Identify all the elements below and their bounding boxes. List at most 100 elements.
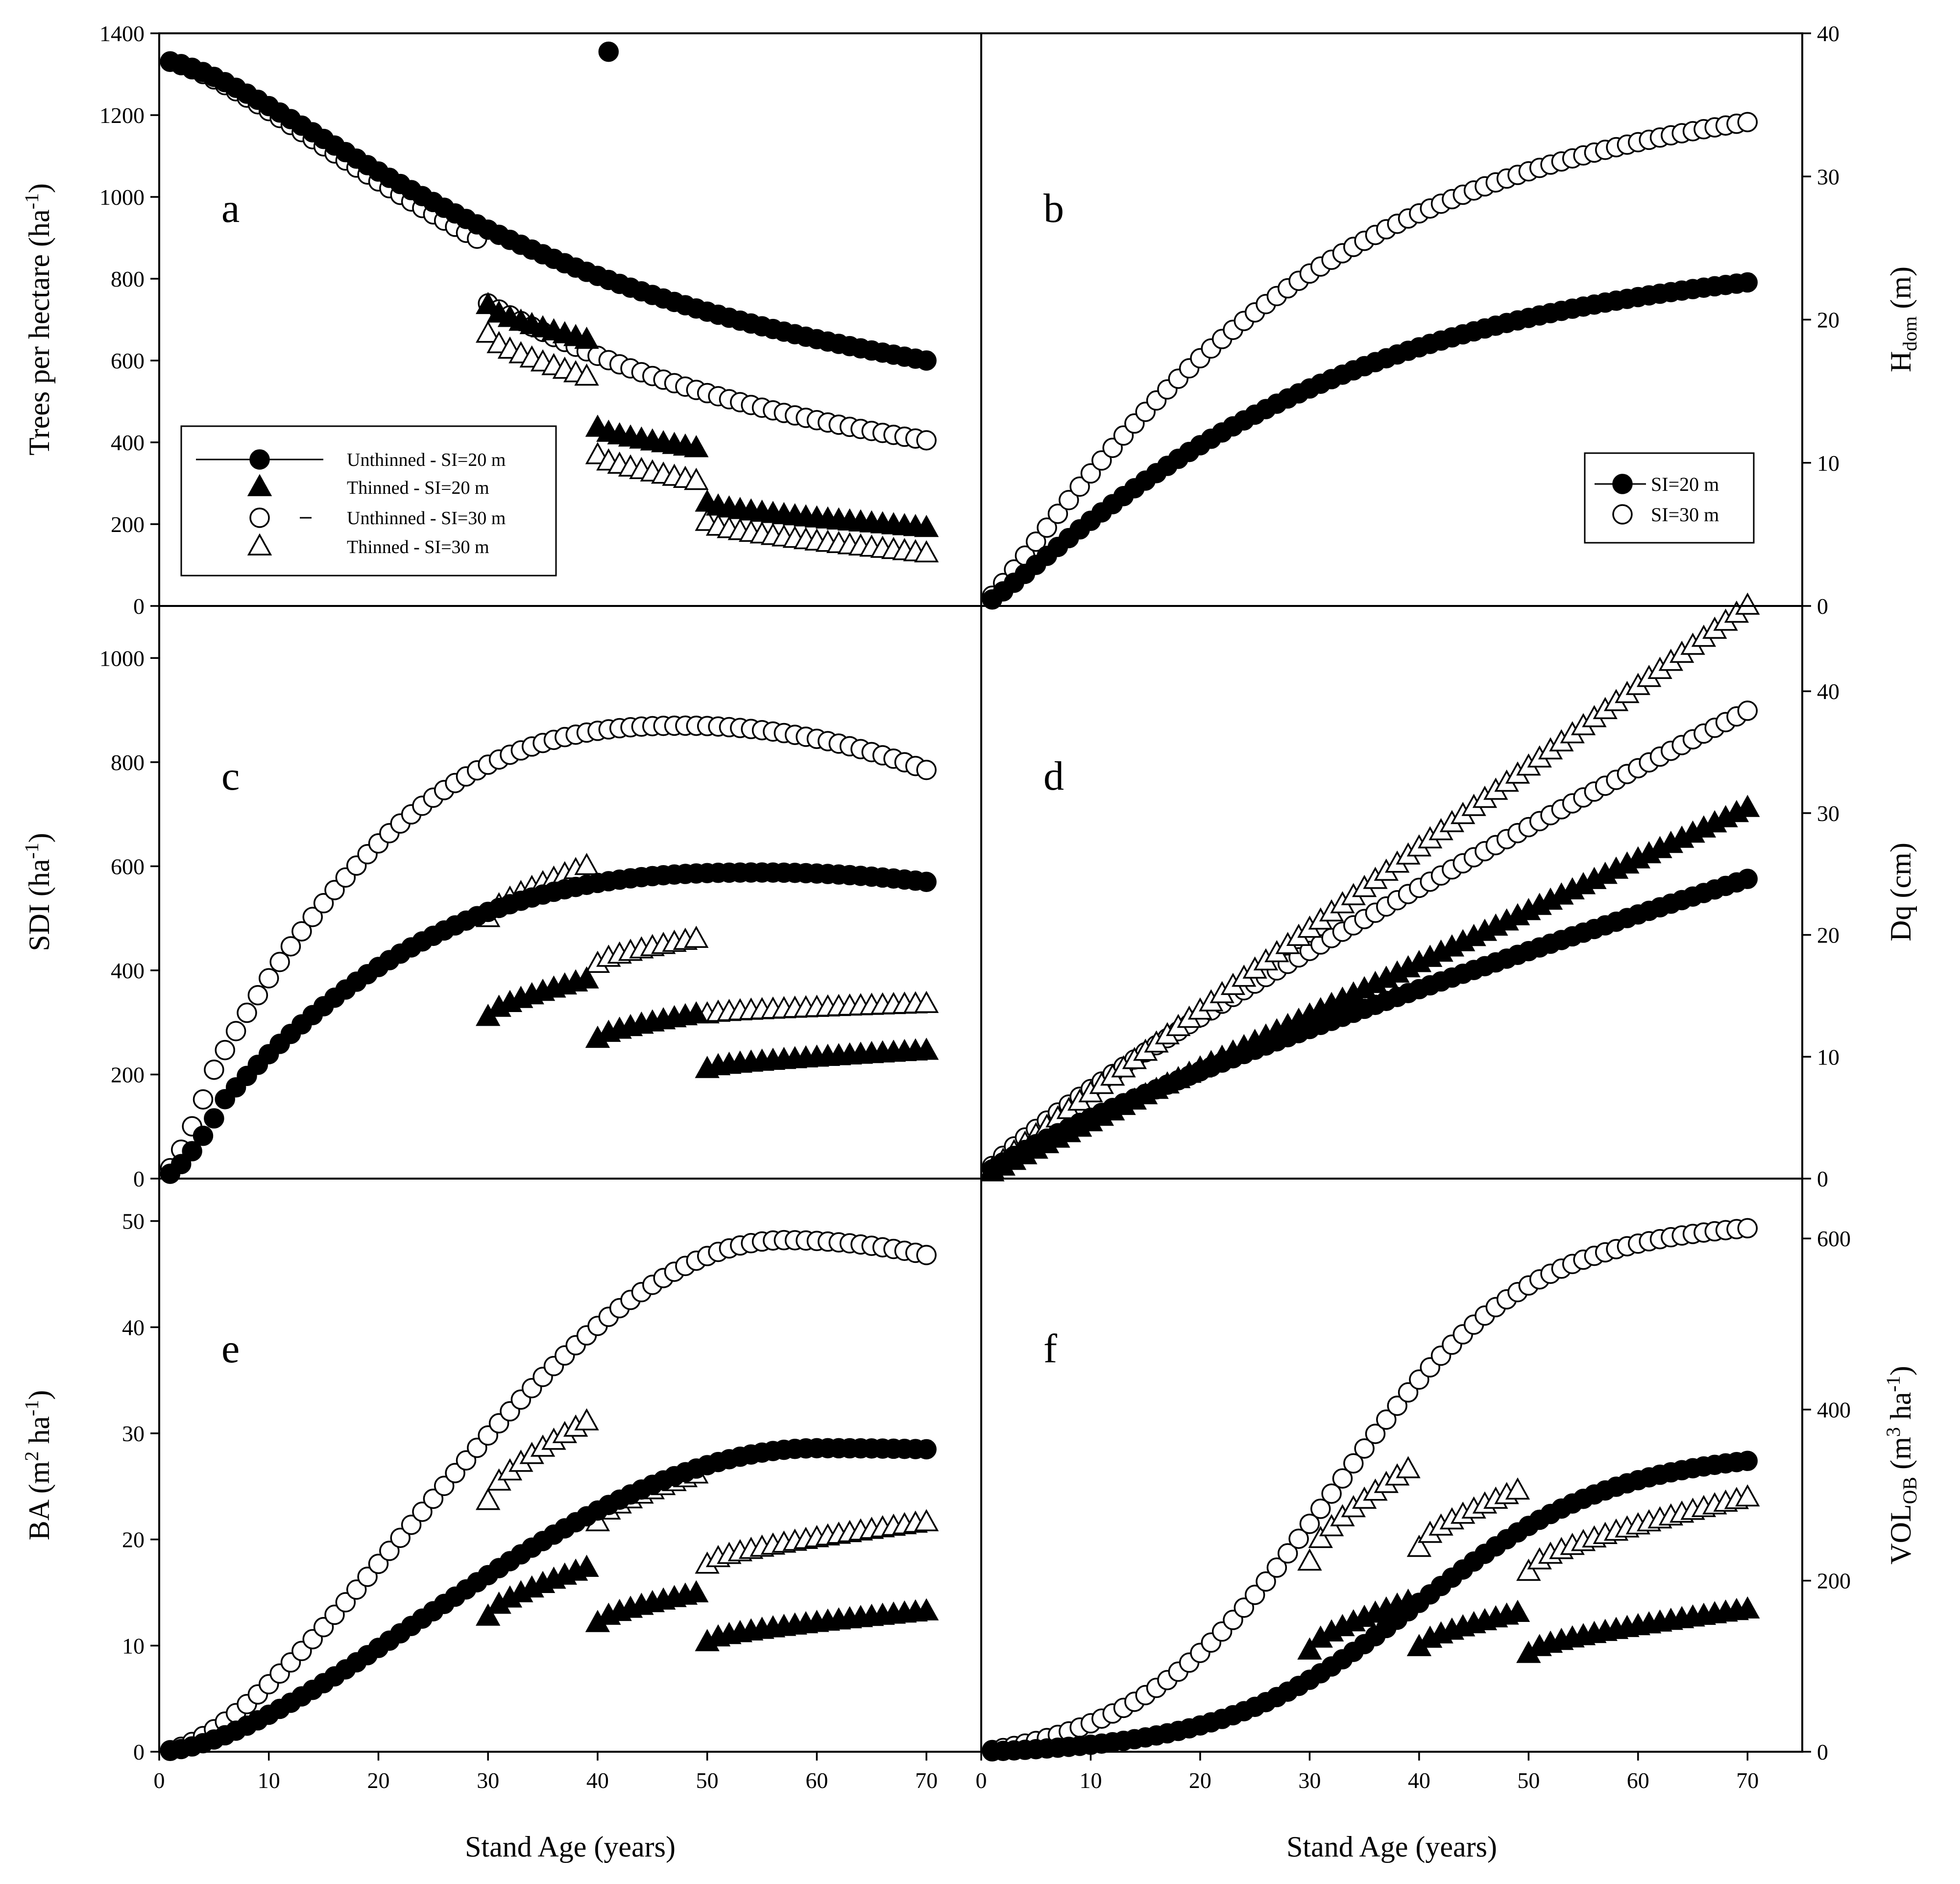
panel-d-y-axis-title: Dq (cm) <box>1885 843 1917 942</box>
panel-c-ytick-label: 0 <box>133 1166 145 1191</box>
panel-b-point-unthinned-si30 <box>1037 517 1057 538</box>
panel-e-xtick-label: 60 <box>805 1768 828 1793</box>
panel-c-point-unthinned-si20 <box>916 871 937 892</box>
panel-f-point-unthinned-si30 <box>1354 1438 1375 1459</box>
panel-f-point-unthinned-si20 <box>1737 1450 1758 1472</box>
panel-f-point-unthinned-si30 <box>1387 1395 1407 1416</box>
panel-c-ytick-label: 400 <box>111 958 145 983</box>
panel-e-letter: e <box>221 1326 240 1372</box>
panel-e-ytick-label: 20 <box>122 1527 145 1552</box>
panel-f-ytick-label: 600 <box>1817 1226 1851 1251</box>
panel-c-point-thinned-si30 <box>914 990 939 1013</box>
panel-f-point-unthinned-si30 <box>1310 1498 1331 1519</box>
panel-f-point-thinned-si20 <box>1735 1596 1760 1618</box>
panel-c-point-unthinned-si30 <box>313 893 334 914</box>
panel-e-xtick-label: 10 <box>258 1768 280 1793</box>
panel-f-point-unthinned-si30 <box>1321 1483 1342 1504</box>
panel-e-point-thinned-si30 <box>476 1488 501 1510</box>
panel-c-point-unthinned-si30 <box>204 1059 224 1080</box>
x-axis-title-right: Stand Age (years) <box>1286 1831 1497 1863</box>
panel-e-point-unthinned-si20 <box>916 1439 937 1460</box>
panel-e-point-unthinned-si30 <box>346 1579 367 1600</box>
legend-a-label-0: Unthinned - SI=20 m <box>347 450 506 470</box>
panel-d <box>981 592 1760 1182</box>
panel-e-point-unthinned-si30 <box>423 1488 444 1509</box>
panel-f <box>982 1218 1760 1762</box>
panel-a-ytick-label: 400 <box>111 430 145 455</box>
panel-e-point-unthinned-si30 <box>445 1463 465 1483</box>
panel-f-xtick-label: 40 <box>1408 1768 1430 1793</box>
panel-f-point-unthinned-si30 <box>1299 1514 1320 1534</box>
panel-a-point-thinned-si30 <box>476 320 501 343</box>
panel-e-point-unthinned-si30 <box>335 1592 356 1613</box>
panel-f-point-unthinned-si30 <box>1234 1597 1255 1618</box>
panel-e-point-thinned-si20 <box>476 1603 501 1626</box>
panel-f-letter: f <box>1043 1326 1057 1372</box>
panel-c-point-unthinned-si30 <box>247 985 268 1006</box>
panel-f-point-unthinned-si30 <box>1332 1468 1353 1489</box>
panel-a-point-thinned-si20 <box>574 326 599 349</box>
panel-c-point-unthinned-si20 <box>182 1141 202 1161</box>
legend-b-marker-0 <box>1612 474 1633 494</box>
legend-b-label-0: SI=20 m <box>1651 473 1719 495</box>
panel-b-ytick-label: 30 <box>1817 164 1839 189</box>
panel-e-point-thinned-si20 <box>914 1598 939 1620</box>
panel-c-letter: c <box>221 753 240 799</box>
panel-c-ytick-label: 800 <box>111 750 145 775</box>
panel-b-ytick-label: 20 <box>1817 308 1839 333</box>
panel-f-ytick-label: 400 <box>1817 1397 1851 1422</box>
panel-e-point-unthinned-si30 <box>412 1501 433 1522</box>
panel-a-y-axis-title: Trees per hectare (ha-1) <box>21 183 55 456</box>
legend-a-label-3: Thinned - SI=30 m <box>347 537 489 557</box>
panel-e-xtick-label: 40 <box>586 1768 609 1793</box>
panel-c-point-unthinned-si30 <box>269 952 290 972</box>
panel-d-point-thinned-si20 <box>1735 795 1760 817</box>
panel-c-point-unthinned-si30 <box>291 921 312 942</box>
panel-d-point-thinned-si30 <box>1735 592 1760 615</box>
panel-c-ytick-label: 200 <box>111 1062 145 1087</box>
panel-d-ytick-label: 10 <box>1817 1044 1839 1069</box>
panel-e-point-unthinned-si30 <box>434 1475 455 1497</box>
panel-b-point-unthinned-si30 <box>1069 476 1090 497</box>
panel-e-xtick-label: 70 <box>915 1768 938 1793</box>
panel-a-point-unthinned-si30 <box>916 430 937 451</box>
panel-f-xtick-label: 70 <box>1736 1768 1759 1793</box>
panel-a-letter: a <box>221 186 240 231</box>
legend-a-label-2: Unthinned - SI=30 m <box>347 508 506 529</box>
legend-panel-a: Unthinned - SI=20 m Thinned - SI=20 m Unth… <box>180 425 557 577</box>
panel-f-point-thinned-si20 <box>1396 1588 1421 1611</box>
panel-f-point-unthinned-si30 <box>1398 1382 1419 1403</box>
panel-a-ytick-label: 600 <box>111 348 145 373</box>
panel-f-point-unthinned-si30 <box>1343 1453 1364 1474</box>
panel-f-point-unthinned-si30 <box>1737 1218 1758 1239</box>
legend-a-marker-1 <box>247 474 272 496</box>
panel-f-point-thinned-si20 <box>1297 1637 1322 1660</box>
panel-e-xtick-label: 50 <box>696 1768 719 1793</box>
panel-f-xtick-label: 60 <box>1627 1768 1649 1793</box>
panel-b-point-unthinned-si30 <box>1059 490 1079 510</box>
panel-c-point-unthinned-si20 <box>193 1125 214 1146</box>
panel-c-point-unthinned-si30 <box>302 907 323 927</box>
panel-e-ytick-label: 10 <box>122 1633 145 1658</box>
panel-c-point-unthinned-si30 <box>258 968 279 989</box>
panel-f-xtick-label: 50 <box>1517 1768 1540 1793</box>
panel-a-point-thinned-si30 <box>684 467 709 490</box>
legend-a-marker-2 <box>249 507 270 528</box>
panel-e-point-thinned-si30 <box>914 1509 939 1531</box>
panel-e-point-thinned-si20 <box>684 1580 709 1603</box>
panel-b-point-unthinned-si30 <box>1047 504 1068 524</box>
panel-c-point-unthinned-si30 <box>193 1089 214 1110</box>
panel-c-point-thinned-si20 <box>914 1038 939 1060</box>
panel-f-point-thinned-si20 <box>1505 1599 1530 1622</box>
panel-f-xtick-label: 0 <box>976 1768 987 1793</box>
panel-a-point-thinned-si20 <box>476 291 501 314</box>
panel-c-y-axis-title: SDI (ha-1) <box>21 833 55 951</box>
panel-c-point-unthinned-si30 <box>225 1021 246 1041</box>
panel-b-ytick-label: 40 <box>1817 21 1839 46</box>
panel-e-ytick-label: 50 <box>122 1209 145 1234</box>
panel-e-point-unthinned-si30 <box>916 1245 937 1265</box>
panel-f-point-thinned-si30 <box>1297 1548 1322 1571</box>
panel-c-point-thinned-si20 <box>574 966 599 989</box>
panel-e-ytick-label: 30 <box>122 1421 145 1446</box>
panel-f-point-unthinned-si30 <box>1365 1424 1386 1444</box>
